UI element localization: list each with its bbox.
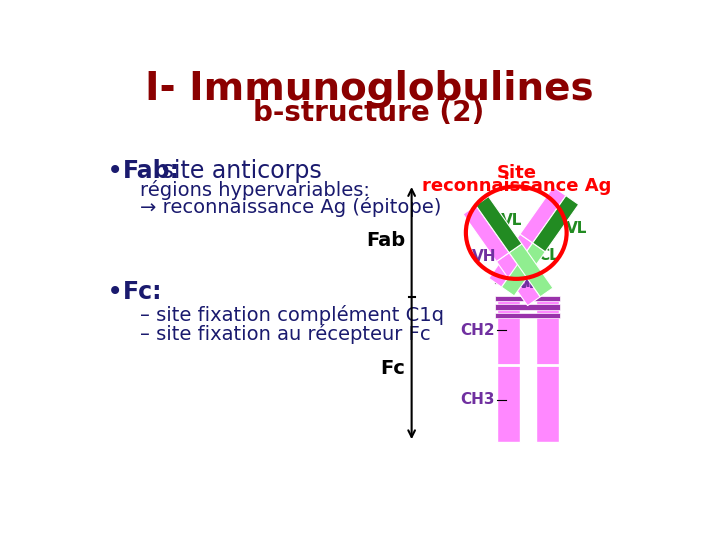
Text: Fc:: Fc: [122,280,162,304]
Text: – site fixation au récepteur Fc: – site fixation au récepteur Fc [140,325,431,345]
Text: I- Immunoglobulines: I- Immunoglobulines [145,70,593,109]
Polygon shape [533,195,579,252]
Text: b-structure (2): b-structure (2) [253,98,485,126]
Polygon shape [497,253,540,306]
Text: Fab: Fab [366,231,405,250]
Text: reconnaissance Ag: reconnaissance Ag [422,177,611,195]
Polygon shape [476,197,522,253]
Bar [495,313,560,318]
Text: CL: CL [538,248,559,264]
Text: Fc: Fc [381,360,405,379]
Text: VH: VH [472,249,497,264]
Text: VH: VH [518,276,543,291]
Text: •: • [107,278,123,306]
Bar [495,296,560,301]
Bar [495,304,560,309]
Text: Site: Site [496,164,536,181]
Polygon shape [502,243,545,296]
Polygon shape [536,300,559,442]
Text: CH2: CH2 [460,323,495,338]
Text: VL: VL [501,213,523,228]
Text: CH1: CH1 [507,275,541,290]
Text: VL: VL [566,221,588,235]
Polygon shape [489,234,533,287]
Polygon shape [497,300,520,442]
Text: CH3: CH3 [460,392,495,407]
Polygon shape [520,187,566,243]
Polygon shape [463,205,509,261]
Text: – site fixation complément C1q: – site fixation complément C1q [140,305,444,325]
Polygon shape [509,244,553,297]
Text: site anticorps: site anticorps [153,159,321,183]
Text: régions hypervariables:: régions hypervariables: [140,180,370,200]
Text: •: • [107,157,123,185]
Text: Fab:: Fab: [122,159,179,183]
Text: → reconnaissance Ag (épitope): → reconnaissance Ag (épitope) [140,197,442,217]
